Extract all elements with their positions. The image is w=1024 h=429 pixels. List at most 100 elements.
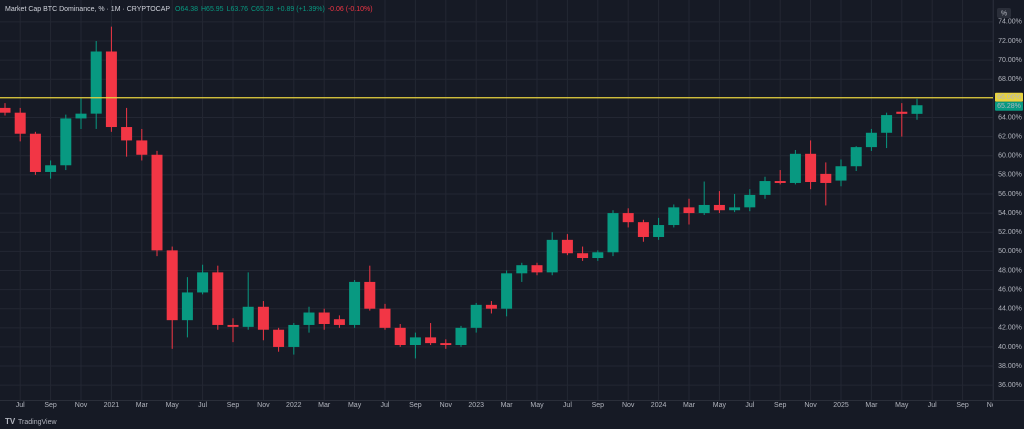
x-tick-label: Jul	[745, 402, 754, 409]
hline-price-box	[995, 92, 1023, 102]
x-tick-label: Nov	[440, 402, 453, 409]
header-value: +0.89 (+1.39%)	[276, 6, 325, 13]
x-tick-label: Nov	[987, 402, 1000, 409]
candle-body	[227, 324, 239, 327]
x-axis: Jul Sep Nov 2021 Mar May Jul Sep Nov 2022 Mar May Ju…	[16, 402, 1000, 409]
y-tick-label: 36.00%	[998, 382, 1022, 389]
scale-button[interactable]	[997, 8, 1011, 18]
x-tick-label: Jul	[381, 402, 390, 409]
x-tick-label: May	[530, 402, 544, 409]
x-tick-label: Sep	[227, 402, 240, 409]
candle-body	[0, 107, 11, 113]
candle-body	[379, 308, 391, 328]
x-tick-label: Nov	[75, 402, 88, 409]
y-tick-label: 50.00%	[998, 248, 1022, 255]
header-value: -0.06 (-0.10%)	[327, 6, 373, 13]
candle-body	[607, 213, 619, 253]
candle-body	[805, 153, 817, 183]
x-tick-label: May	[166, 402, 180, 409]
header-value: L63.76	[226, 6, 248, 13]
candle-body	[151, 154, 163, 251]
x-tick-label: Sep	[592, 402, 605, 409]
candle-body	[637, 222, 649, 237]
logo-mark: TV	[5, 417, 16, 426]
chart-title: Market Cap BTC Dominance, % · 1M · CRYPT…	[5, 6, 171, 13]
y-tick-label: 60.00%	[998, 153, 1022, 160]
footer	[0, 414, 1024, 429]
x-tick-label: May	[713, 402, 727, 409]
candle-body	[501, 273, 513, 309]
candle-body	[577, 253, 589, 259]
x-tick-label: Jul	[563, 402, 572, 409]
y-tick-label: 48.00%	[998, 267, 1022, 274]
header-value: O64.38	[175, 6, 198, 13]
candle-body	[546, 239, 558, 273]
x-tick-label: Sep	[409, 402, 422, 409]
y-tick-label: 64.00%	[998, 114, 1022, 121]
candle-body	[136, 140, 148, 155]
last-price-box	[995, 101, 1023, 111]
x-tick-label: 2024	[651, 402, 667, 409]
candle-body	[911, 105, 923, 114]
y-tick-label: 68.00%	[998, 76, 1022, 83]
x-tick-label: Jul	[198, 402, 207, 409]
candle-body	[485, 304, 497, 309]
candle-body	[273, 329, 285, 347]
candle-body	[364, 281, 376, 309]
candle-body	[303, 312, 315, 325]
scale-button-label[interactable]: %	[1001, 10, 1007, 17]
candle-body	[90, 51, 102, 114]
candle-body	[440, 343, 452, 346]
candle-body	[759, 181, 771, 195]
y-tick-label: 44.00%	[998, 306, 1022, 313]
candle-body	[820, 173, 832, 183]
candle-body	[197, 272, 209, 293]
candle-body	[789, 153, 801, 183]
candle-body	[425, 337, 437, 344]
y-tick-label: 42.00%	[998, 325, 1022, 332]
candle-body	[333, 319, 345, 325]
candle-body	[29, 133, 41, 172]
candle-body	[744, 194, 756, 208]
candle-body	[242, 306, 254, 327]
candle-body	[455, 327, 467, 346]
y-tick-label: 70.00%	[998, 57, 1022, 64]
candle-body	[713, 204, 725, 211]
candle-body	[394, 327, 406, 346]
x-tick-label: Nov	[622, 402, 635, 409]
y-tick-label: 72.00%	[998, 38, 1022, 45]
last-price-label: 65.28%	[997, 103, 1021, 110]
x-tick-label: Sep	[44, 402, 57, 409]
header: Market Cap BTC Dominance, % · 1M · CRYPT…	[5, 6, 376, 13]
candle-body	[105, 51, 117, 128]
candle-body	[698, 204, 710, 214]
x-tick-label: 2023	[468, 402, 484, 409]
header-value: H65.95	[201, 6, 224, 13]
x-tick-label: Mar	[865, 402, 878, 409]
candle-body	[592, 252, 604, 259]
x-tick-label: Jul	[928, 402, 937, 409]
y-tick-label: 52.00%	[998, 229, 1022, 236]
y-tick-label: 46.00%	[998, 286, 1022, 293]
x-tick-label: Mar	[318, 402, 331, 409]
header-value: C65.28	[251, 6, 274, 13]
candle-body	[865, 132, 877, 148]
candle-body	[850, 147, 862, 167]
candle-body	[212, 272, 224, 325]
candle-body	[729, 207, 741, 211]
candle-body	[75, 113, 87, 119]
candle-body	[653, 225, 665, 237]
x-tick-label: Jul	[16, 402, 25, 409]
x-tick-label: 2022	[286, 402, 302, 409]
candle-body	[349, 281, 361, 325]
candle-body	[531, 265, 543, 273]
x-tick-label: Sep	[956, 402, 969, 409]
y-tick-label: 54.00%	[998, 210, 1022, 217]
candle-body	[257, 306, 269, 330]
candle-body	[14, 112, 26, 134]
candle-body	[774, 181, 786, 183]
candle-body	[288, 324, 300, 347]
